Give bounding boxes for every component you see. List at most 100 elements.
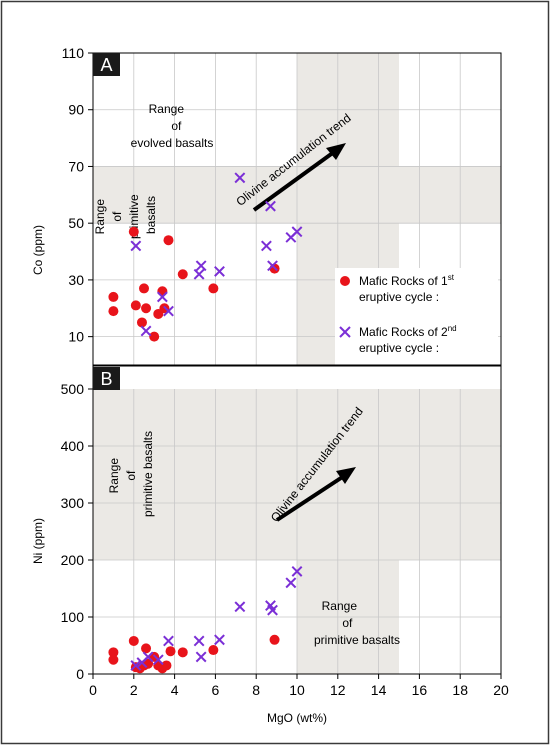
data-point-cross [285, 577, 297, 589]
legend-item-2: Mafic Rocks of 2nd [359, 324, 457, 339]
data-point-cross [163, 305, 174, 317]
cross-stroke [142, 651, 154, 663]
x-tick-label: 20 [493, 682, 509, 698]
data-point-cross [291, 565, 303, 577]
data-point-cross [234, 601, 246, 613]
annotation-evolved-basalts: Range of evolved basalts [131, 102, 214, 150]
data-point-cross [142, 651, 154, 663]
data-point-cross [234, 172, 246, 184]
data-point-circle [269, 634, 280, 645]
data-point-circle [130, 300, 141, 311]
cross-stroke [140, 325, 152, 337]
x-tick-label: 4 [171, 682, 179, 698]
panel-a-y-ticks: 10 30 50 70 90 110 [62, 45, 93, 345]
cross-stroke [195, 260, 207, 272]
legend-item-1: Mafic Rocks of 1st [359, 273, 455, 288]
data-point-cross [267, 604, 278, 616]
data-point-cross [193, 635, 205, 647]
y-tick-label: 400 [61, 438, 85, 454]
data-point-cross [130, 660, 142, 671]
x-tick-label: 0 [89, 682, 97, 698]
cross-stroke [234, 601, 246, 613]
legend-item-1-line2: eruptive cycle : [359, 290, 439, 304]
panel-b-y-axis-label: Ni (ppm) [31, 518, 45, 564]
panel-b-label-box [93, 367, 120, 390]
y-tick-label: 110 [62, 45, 85, 61]
cross-stroke [130, 240, 142, 252]
cross-stroke [163, 305, 174, 317]
cross-stroke [285, 577, 297, 589]
cross-stroke [193, 635, 205, 647]
panel-b-grid [93, 389, 501, 674]
data-point-cross [214, 634, 225, 646]
cross-stroke [214, 265, 225, 277]
panel-a-label-box [93, 53, 120, 76]
data-point-cross [163, 635, 174, 647]
data-point-cross [195, 651, 207, 663]
data-point-circle [139, 283, 149, 294]
data-point-circle [108, 647, 119, 658]
panel-b-marks [108, 565, 303, 674]
y-tick-label: 30 [68, 272, 84, 288]
data-point-cross [130, 240, 142, 252]
panel-a-marks [108, 172, 303, 342]
legend: Mafic Rocks of 1st eruptive cycle : Mafi… [335, 268, 498, 365]
x-tick-label: 10 [289, 682, 305, 698]
legend-box [335, 268, 498, 365]
x-tick-label: 18 [452, 682, 468, 698]
y-tick-label: 0 [76, 666, 84, 682]
annotation-primitive-basalts-a: Range of primitive basalts [93, 191, 158, 239]
x-axis-label: MgO (wt%) [267, 711, 327, 725]
cross-stroke [267, 604, 278, 616]
panel-b: 0 100 200 300 400 500 0 2 4 6 8 10 12 14 16 18 20 Range … [31, 365, 509, 725]
data-point-circle [136, 317, 147, 328]
x-tick-label: 16 [412, 682, 428, 698]
data-point-cross [140, 325, 152, 337]
x-tick-label: 12 [330, 682, 346, 698]
cross-stroke [195, 651, 207, 663]
data-point-cross [152, 654, 164, 666]
y-tick-label: 100 [61, 609, 85, 625]
data-point-cross [214, 265, 225, 277]
panel-a: 10 30 50 70 90 110 Range of evolved basalts R… [31, 45, 502, 366]
data-point-circle [161, 660, 172, 671]
cross-stroke [152, 654, 164, 666]
panel-a-y-axis-label: Co (ppm) [31, 225, 45, 275]
data-point-circle [141, 303, 152, 314]
data-point-circle [208, 283, 219, 294]
y-tick-label: 300 [61, 495, 85, 511]
y-tick-label: 50 [68, 215, 84, 231]
panel-b-ticks: 0 100 200 300 400 500 0 2 4 6 8 10 12 14 16 18 20 [61, 381, 509, 698]
data-point-circle [108, 306, 119, 317]
data-point-circle [108, 291, 119, 302]
data-point-cross [265, 200, 276, 212]
legend-item-2-line2: eruptive cycle : [359, 341, 439, 355]
cross-stroke [163, 635, 174, 647]
legend-circle-marker [340, 276, 350, 286]
y-tick-label: 70 [68, 158, 84, 174]
y-tick-label: 90 [68, 102, 84, 118]
data-point-circle [149, 331, 160, 342]
panel-a-frame [92, 52, 502, 366]
olivine-arrow-a [252, 150, 336, 212]
data-point-circle [165, 646, 176, 657]
cross-stroke [291, 565, 303, 577]
cross-stroke [260, 240, 272, 252]
data-point-circle [108, 654, 119, 665]
olivine-arrow-b [275, 474, 346, 522]
legend-cross-marker [339, 326, 351, 338]
data-point-circle [163, 235, 174, 246]
panel-b-shade-vertical [297, 389, 399, 674]
y-tick-label: 10 [68, 329, 84, 345]
panel-a-label: A [100, 55, 112, 75]
data-point-cross [291, 226, 303, 238]
data-point-circle [208, 645, 219, 656]
data-point-circle [141, 643, 152, 654]
cross-stroke [130, 660, 142, 671]
annotation-primitive-basalts-b: Range of primitive basalts [314, 599, 400, 647]
data-point-circle [128, 635, 139, 646]
data-point-circle [128, 226, 139, 237]
cross-stroke [156, 291, 168, 303]
olivine-arrowhead-b [336, 467, 356, 484]
